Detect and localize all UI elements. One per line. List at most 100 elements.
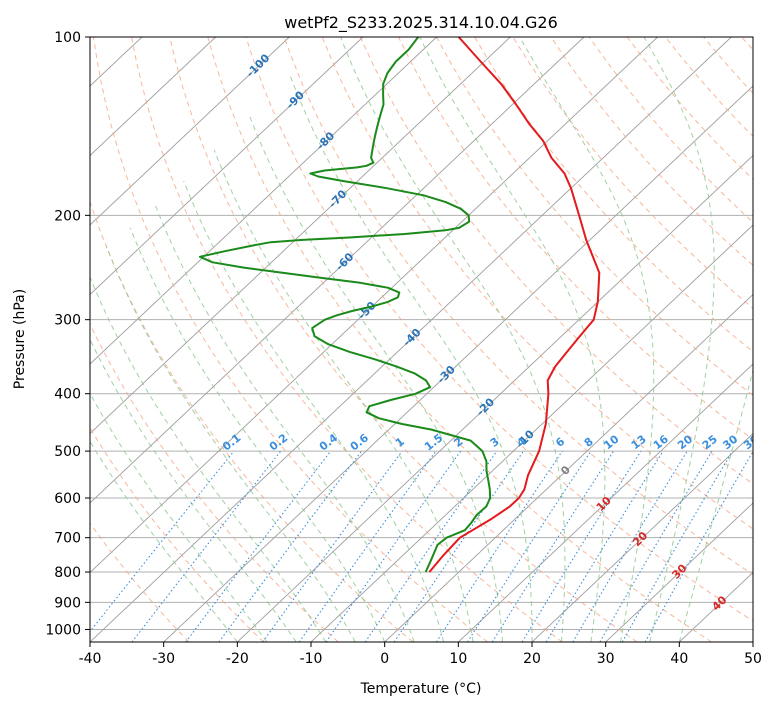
mixing-ratio-line	[435, 450, 563, 642]
mixing-ratio-line	[131, 450, 282, 642]
x-tick-label: 50	[744, 651, 762, 667]
isotherm-line	[237, 154, 753, 642]
mixing-ratio-line	[298, 450, 437, 642]
moist-adiabat-line	[248, 114, 503, 642]
moist-adiabat-line	[288, 72, 533, 642]
y-tick-label: 500	[54, 444, 81, 460]
dry-adiabat-line	[398, 37, 753, 441]
mixing-ratio-label: 0.2	[267, 431, 290, 453]
mixing-ratio-line	[545, 450, 664, 642]
isotherm-label: -100	[244, 51, 273, 80]
isotherm-line	[458, 363, 753, 642]
isotherm-line	[90, 37, 511, 435]
y-tick-label: 900	[54, 595, 81, 611]
isotherm-line	[752, 641, 753, 642]
mixing-ratio-label: 0.4	[317, 431, 341, 453]
plot-frame	[89, 36, 754, 643]
dry-adiabat-line	[207, 37, 712, 642]
mixing-ratio-line	[218, 450, 362, 642]
x-tick-label: 30	[597, 651, 615, 667]
moist-adiabat-line	[419, 37, 606, 642]
moist-adiabat-line	[90, 440, 238, 642]
y-tick-label: 800	[54, 565, 81, 581]
isotherm-line	[90, 37, 290, 226]
moist-adiabat-line	[643, 37, 715, 642]
dry-adiabat-line	[90, 200, 414, 642]
isotherm-line	[679, 571, 753, 642]
mixing-ratio-line	[393, 450, 524, 642]
isotherm-line	[90, 37, 732, 642]
dry-adiabat-line	[359, 37, 753, 485]
dry-adiabat-line	[474, 37, 753, 353]
mixing-ratio-label: 0.1	[220, 431, 243, 453]
dry-adiabat-line	[169, 37, 638, 642]
moist-adiabat-line	[519, 37, 655, 642]
isotherm-line	[0, 37, 68, 642]
x-tick-label: -10	[300, 651, 323, 667]
isotherm-line	[90, 37, 437, 365]
chart-title: wetPf2_S233.2025.314.10.04.G26	[284, 13, 558, 33]
x-tick-label: 20	[523, 651, 541, 667]
isotherm-line	[90, 37, 216, 157]
dry-adiabat-line	[665, 37, 753, 138]
x-tick-label: -20	[226, 651, 249, 667]
dry-adiabat-line	[512, 37, 753, 309]
isotherm-line	[163, 85, 753, 642]
y-tick-label: 100	[54, 30, 81, 46]
mixing-ratio-label: 16	[651, 432, 671, 452]
dry-adiabat-line	[550, 37, 753, 266]
dry-adiabat-line	[92, 37, 488, 642]
x-tick-label: 10	[449, 651, 467, 667]
mixing-ratio-line	[364, 450, 498, 642]
x-tick-label: 40	[670, 651, 688, 667]
y-tick-label: 200	[54, 208, 81, 224]
mixing-ratio-line	[262, 450, 403, 642]
dry-adiabat-line	[90, 322, 339, 642]
mixing-ratio-label: 0.6	[348, 431, 372, 453]
mixing-ratio-line	[90, 450, 235, 633]
x-tick-label: -40	[79, 651, 102, 667]
y-axis-ticks: 100 200 300 400 500 600 700 800 900 1000	[45, 30, 90, 638]
y-axis-label: Pressure (hPa)	[12, 289, 28, 389]
mixing-ratio-label: 25	[700, 433, 720, 453]
dry-adiabat-line	[90, 522, 190, 642]
mixing-ratio-line	[325, 450, 462, 642]
moist-adiabat-line	[213, 149, 474, 642]
dry-adiabat-line	[703, 37, 753, 94]
mixing-ratio-label: 36	[741, 432, 761, 452]
dry-adiabat-line	[245, 37, 753, 622]
moist-adiabat-line	[90, 275, 327, 642]
dry-adiabat-line	[436, 37, 753, 396]
x-axis-ticks: -40 -30 -20 -10 0 10 20 30 40 50	[79, 642, 762, 667]
dry-adiabat-line	[588, 37, 753, 223]
moist-adiabat-line	[183, 180, 445, 642]
isotherm-line	[90, 37, 658, 574]
dewpoint-profile-line	[198, 37, 492, 573]
mixing-ratio-label: 20	[675, 432, 695, 452]
y-tick-label: 1000	[45, 622, 81, 638]
mixing-ratio-line	[599, 450, 713, 642]
mixing-ratio-label: 6	[553, 435, 567, 450]
mixing-ratio-line	[467, 450, 592, 642]
y-tick-label: 400	[54, 387, 81, 403]
moist-adiabat-line	[153, 201, 415, 642]
moist-adiabat-line	[678, 367, 753, 642]
mixing-ratio-line	[185, 450, 332, 642]
dry-adiabat-line	[741, 37, 753, 51]
mixing-ratio-label: 3	[488, 435, 502, 450]
profile-series	[198, 37, 601, 573]
moist-adiabat-line	[90, 338, 297, 642]
isotherm-line	[310, 224, 753, 642]
mixing-ratio-line	[491, 450, 615, 642]
isotherm-line	[605, 502, 753, 642]
background-lines	[0, 37, 753, 642]
mixing-ratio-label: 1	[393, 435, 407, 450]
dry-adiabat-line	[90, 426, 264, 642]
moist-adiabat-line	[340, 37, 566, 642]
isotherm-line	[90, 37, 585, 504]
mixing-ratio-label: 30	[720, 432, 740, 452]
isotherm-line	[384, 293, 753, 642]
moist-adiabat-line	[129, 227, 386, 642]
x-tick-label: 0	[380, 651, 389, 667]
